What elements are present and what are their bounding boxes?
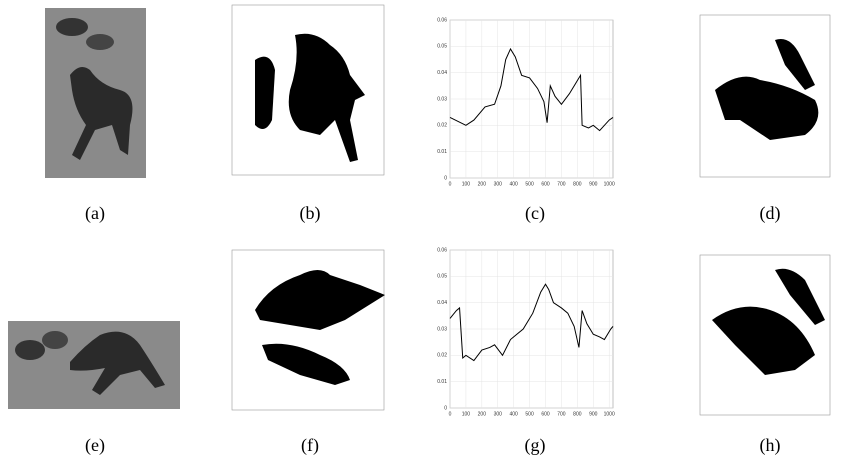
x-tick-label: 900 xyxy=(589,181,598,187)
x-tick-label: 500 xyxy=(525,411,534,417)
y-tick-label: 0.06 xyxy=(437,247,447,253)
data-line xyxy=(449,47,614,132)
x-tick-label: 1000 xyxy=(604,181,615,187)
plot-f xyxy=(231,249,385,411)
x-tick-label: 200 xyxy=(478,411,487,417)
y-tick-label: 0.06 xyxy=(437,17,447,23)
data-line xyxy=(449,283,614,362)
panel-caption: (a) xyxy=(85,203,105,224)
plot-b xyxy=(231,4,385,176)
x-tick-label: 100 xyxy=(462,181,471,187)
line-charts: 0 0.01 0.02 0.03 0.04 0.05 0.06 0 100 200 300 400 50… xyxy=(437,17,615,417)
y-tick-label: 0.02 xyxy=(437,353,447,359)
photo-a xyxy=(45,8,146,178)
y-tick-label: 0.03 xyxy=(437,96,447,102)
x-tick-label: 600 xyxy=(541,411,550,417)
panel-caption: (e) xyxy=(85,435,105,456)
x-tick-label: 800 xyxy=(573,181,582,187)
x-tick-label: 1000 xyxy=(604,411,615,417)
x-tick-label: 700 xyxy=(557,411,566,417)
y-tick-label: 0.01 xyxy=(437,149,447,155)
photo-e xyxy=(8,321,180,409)
x-tick-label: 900 xyxy=(589,411,598,417)
y-tick-label: 0 xyxy=(444,175,447,181)
x-tick-label: 400 xyxy=(510,411,519,417)
x-tick-label: 500 xyxy=(525,181,534,187)
x-tick-label: 300 xyxy=(494,181,503,187)
panel-caption: (c) xyxy=(525,203,545,224)
y-tick-label: 0.01 xyxy=(437,379,447,385)
y-tick-label: 0.05 xyxy=(437,44,447,50)
x-tick-label: 200 xyxy=(478,181,487,187)
plot-d xyxy=(699,14,831,178)
plot-h xyxy=(699,254,831,416)
x-tick-label: 0 xyxy=(449,181,452,187)
x-tick-label: 700 xyxy=(557,181,566,187)
x-tick-label: 600 xyxy=(541,181,550,187)
panel-caption: (h) xyxy=(760,435,781,456)
panel-caption: (g) xyxy=(525,435,546,456)
x-tick-label: 800 xyxy=(573,411,582,417)
panel-caption: (f) xyxy=(301,435,319,456)
y-tick-label: 0.02 xyxy=(437,123,447,129)
x-tick-label: 300 xyxy=(494,411,503,417)
y-tick-label: 0.05 xyxy=(437,274,447,280)
panel-caption: (d) xyxy=(760,203,781,224)
y-tick-label: 0.03 xyxy=(437,326,447,332)
captions: (a) (b) (c) (d) (e) (f) (g) (h) xyxy=(85,203,780,456)
panel-caption: (b) xyxy=(300,203,321,224)
x-tick-label: 100 xyxy=(462,411,471,417)
y-tick-label: 0.04 xyxy=(437,70,447,76)
y-tick-label: 0 xyxy=(444,405,447,411)
x-tick-label: 0 xyxy=(449,411,452,417)
y-tick-label: 0.04 xyxy=(437,300,447,306)
x-tick-label: 400 xyxy=(510,181,519,187)
